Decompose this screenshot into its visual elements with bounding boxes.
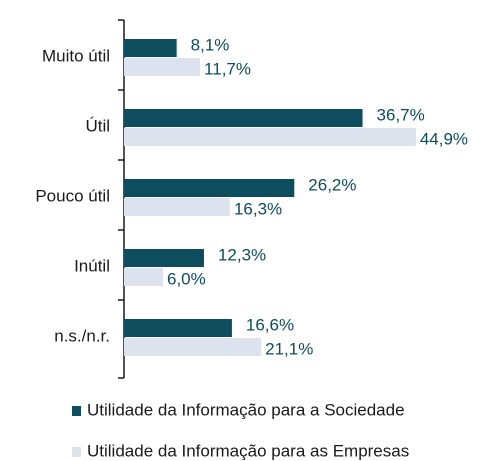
legend-label: Utilidade da Informação para as Empresas: [87, 441, 409, 460]
value-label: 44,9%: [420, 129, 468, 148]
value-label: 26,2%: [308, 175, 356, 194]
value-label: 16,6%: [246, 315, 294, 334]
value-label: 6,0%: [167, 269, 206, 288]
bar: [124, 128, 416, 146]
bar: [124, 39, 177, 57]
bar: [124, 338, 262, 356]
bar: [124, 198, 230, 216]
bar: [124, 319, 232, 337]
category-label: Inútil: [74, 256, 110, 275]
legend-swatch: [72, 447, 81, 457]
value-label: 12,3%: [218, 245, 266, 264]
value-label: 36,7%: [377, 105, 425, 124]
legend-label: Utilidade da Informação para a Sociedade: [87, 400, 405, 419]
bar: [124, 58, 201, 76]
category-label: Útil: [85, 116, 110, 135]
value-label: 11,7%: [204, 59, 251, 78]
bar: [124, 109, 363, 127]
bar: [124, 268, 163, 286]
bar: [124, 249, 204, 267]
category-label: Muito útil: [42, 46, 110, 65]
bar: [124, 179, 295, 197]
legend-swatch: [72, 406, 81, 416]
value-label: 16,3%: [234, 199, 282, 218]
category-label: n.s./n.r.: [54, 326, 110, 345]
category-label: Pouco útil: [35, 186, 110, 205]
value-label: 8,1%: [191, 35, 230, 54]
value-label: 21,1%: [265, 339, 313, 358]
